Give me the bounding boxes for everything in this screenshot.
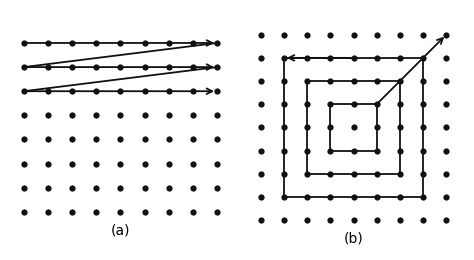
Text: (a): (a) bbox=[111, 224, 130, 238]
Text: (b): (b) bbox=[344, 232, 364, 246]
